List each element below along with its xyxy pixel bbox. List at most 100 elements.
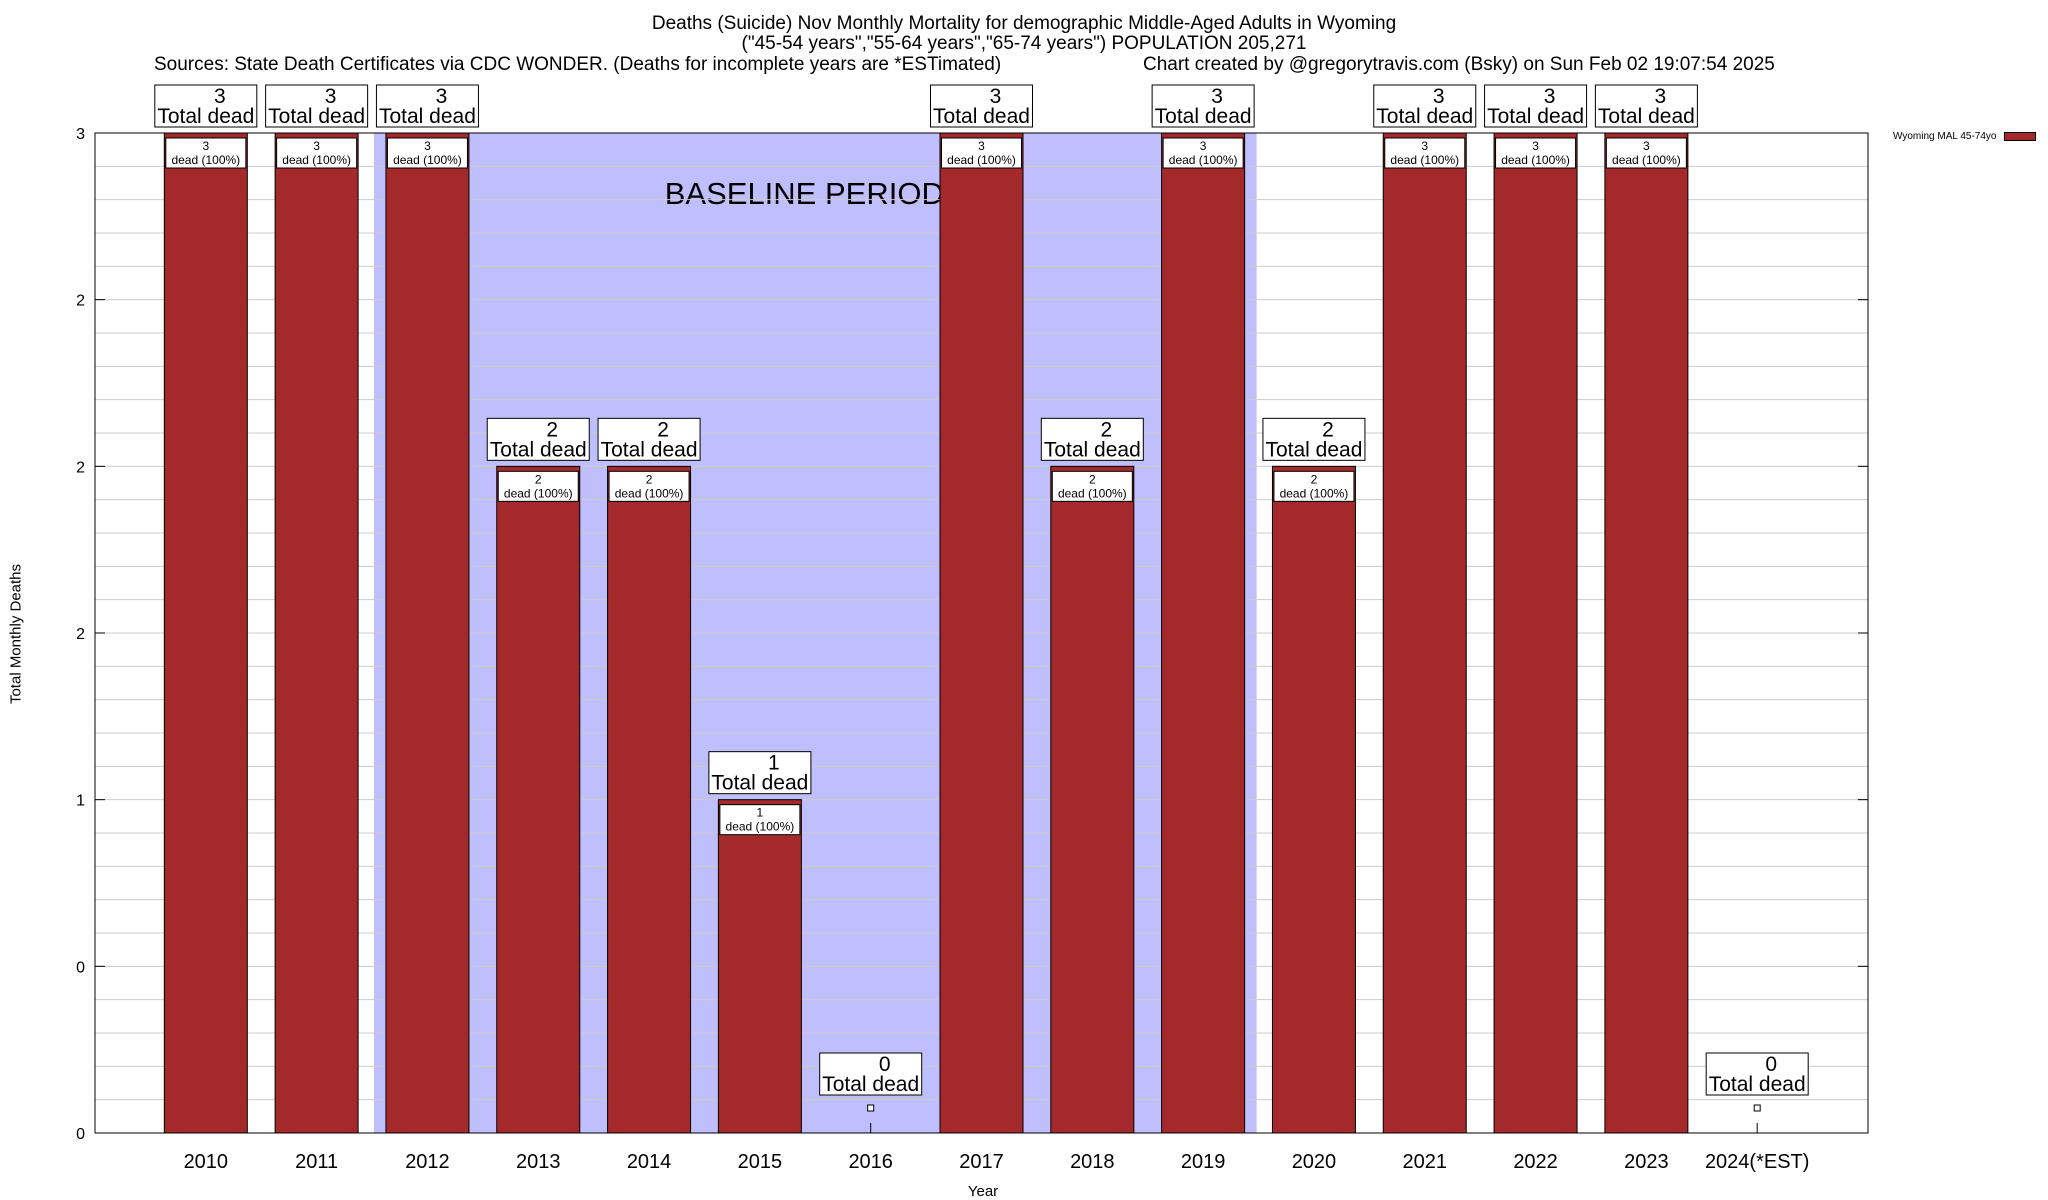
bar-percent-label: dead (100%) xyxy=(1612,153,1681,167)
total-dead-value: 3 xyxy=(214,85,226,108)
y-axis-label: Total Monthly Deaths xyxy=(7,563,25,705)
total-dead-label: Total dead xyxy=(1044,438,1141,461)
plot-border xyxy=(94,132,1869,1134)
bar-percent-value: 3 xyxy=(1532,139,1539,153)
bar xyxy=(163,132,248,1134)
total-dead-box xyxy=(1373,84,1477,128)
total-dead-box xyxy=(930,84,1033,128)
bar-percent-box xyxy=(276,137,358,169)
x-tick-label: 2021 xyxy=(1403,1151,1448,1173)
total-dead-label: Total dead xyxy=(1487,105,1584,128)
bar-percent-label: dead (100%) xyxy=(615,486,684,500)
total-dead-value: 2 xyxy=(546,418,558,441)
bar-percent-value: 1 xyxy=(757,806,764,820)
credit-note: Chart created by @gregorytravis.com (Bsk… xyxy=(1143,54,1775,75)
total-dead-value: 3 xyxy=(325,85,337,108)
total-dead-label: Total dead xyxy=(379,105,476,128)
y-tick-label: 1 xyxy=(76,793,85,810)
bar xyxy=(939,132,1024,1134)
bar-percent-box xyxy=(608,470,690,502)
total-dead-box xyxy=(1262,417,1366,461)
bar-percent-box xyxy=(1605,137,1687,169)
bar xyxy=(1493,132,1578,1134)
bar-percent-value: 3 xyxy=(1421,139,1428,153)
total-dead-label: Total dead xyxy=(1709,1073,1806,1096)
total-dead-box xyxy=(1151,84,1255,128)
total-dead-label: Total dead xyxy=(157,105,254,128)
total-dead-label: Total dead xyxy=(490,438,587,461)
total-dead-value: 3 xyxy=(1211,85,1223,108)
bar-percent-box xyxy=(386,137,468,169)
total-dead-label: Total dead xyxy=(1376,105,1473,128)
y-tick-label: 0 xyxy=(76,1126,85,1143)
legend-label: Wyoming MAL 45-74yo xyxy=(1893,131,1997,142)
bar xyxy=(1604,132,1689,1134)
bar-percent-label: dead (100%) xyxy=(1501,153,1570,167)
bar-percent-value: 3 xyxy=(313,139,320,153)
sources-note: Sources: State Death Certificates via CD… xyxy=(154,54,1002,75)
x-tick-label: 2023 xyxy=(1624,1151,1669,1173)
bar-percent-value: 2 xyxy=(1089,472,1096,486)
bar-percent-label: dead (100%) xyxy=(282,153,351,167)
x-tick-label: 2010 xyxy=(184,1151,229,1173)
bar-percent-label: dead (100%) xyxy=(1280,486,1349,500)
bar xyxy=(496,465,581,1134)
total-dead-box xyxy=(1594,84,1698,128)
total-dead-box xyxy=(265,84,369,128)
bar-percent-value: 3 xyxy=(202,139,209,153)
total-dead-box xyxy=(597,417,701,461)
total-dead-label: Total dead xyxy=(601,438,698,461)
bar-percent-label: dead (100%) xyxy=(947,153,1016,167)
y-tick-label: 0 xyxy=(76,959,85,976)
total-dead-value: 1 xyxy=(768,752,780,775)
x-axis-label: Year xyxy=(967,1183,999,1200)
bar-percent-value: 3 xyxy=(978,139,985,153)
bar-percent-label: dead (100%) xyxy=(1169,153,1238,167)
total-dead-value: 2 xyxy=(1100,418,1112,441)
baseline-period-label: BASELINE PERIOD xyxy=(665,176,944,211)
bar-percent-box xyxy=(165,137,247,169)
bar-percent-label: dead (100%) xyxy=(171,153,240,167)
bar xyxy=(607,465,692,1134)
x-tick-label: 2018 xyxy=(1070,1151,1115,1173)
x-tick-label: 2024(*EST) xyxy=(1705,1151,1810,1173)
bar-percent-box xyxy=(1051,470,1133,502)
chart-title: Deaths (Suicide) Nov Monthly Mortality f… xyxy=(651,13,1397,34)
bar-percent-box xyxy=(719,804,801,836)
y-tick-label: 2 xyxy=(76,459,85,476)
total-dead-value: 3 xyxy=(436,85,448,108)
y-tick-label: 2 xyxy=(76,293,85,310)
legend-swatch xyxy=(2004,132,2037,141)
chart-subtitle: ("45-54 years","55-64 years","65-74 year… xyxy=(741,33,1307,54)
x-tick-label: 2016 xyxy=(848,1151,893,1173)
x-tick-label: 2011 xyxy=(295,1151,338,1173)
total-dead-value: 3 xyxy=(1655,85,1667,108)
total-dead-box xyxy=(375,84,479,128)
total-dead-value: 3 xyxy=(990,85,1002,108)
total-dead-label: Total dead xyxy=(1265,438,1362,461)
bar-percent-box xyxy=(941,137,1022,169)
bar-percent-label: dead (100%) xyxy=(1058,486,1127,500)
bar-percent-box xyxy=(1162,137,1244,169)
bar xyxy=(717,799,802,1134)
y-tick-label: 2 xyxy=(76,626,85,643)
zero-marker xyxy=(1753,1104,1761,1112)
total-dead-box xyxy=(819,1052,923,1096)
bar-percent-label: dead (100%) xyxy=(726,820,795,834)
x-tick-label: 2013 xyxy=(516,1151,561,1173)
total-dead-box xyxy=(1705,1052,1809,1096)
total-dead-box xyxy=(486,417,590,461)
bar-percent-value: 3 xyxy=(1200,139,1207,153)
zero-marker xyxy=(867,1104,875,1112)
total-dead-value: 3 xyxy=(1433,85,1445,108)
bar-percent-label: dead (100%) xyxy=(393,153,462,167)
total-dead-value: 2 xyxy=(657,418,669,441)
total-dead-box xyxy=(1040,417,1144,461)
x-tick-label: 2012 xyxy=(405,1151,450,1173)
bar-percent-value: 2 xyxy=(535,472,542,486)
bar-percent-box xyxy=(1273,470,1355,502)
total-dead-label: Total dead xyxy=(1598,105,1695,128)
bar-percent-box xyxy=(497,470,579,502)
total-dead-box xyxy=(708,751,812,795)
